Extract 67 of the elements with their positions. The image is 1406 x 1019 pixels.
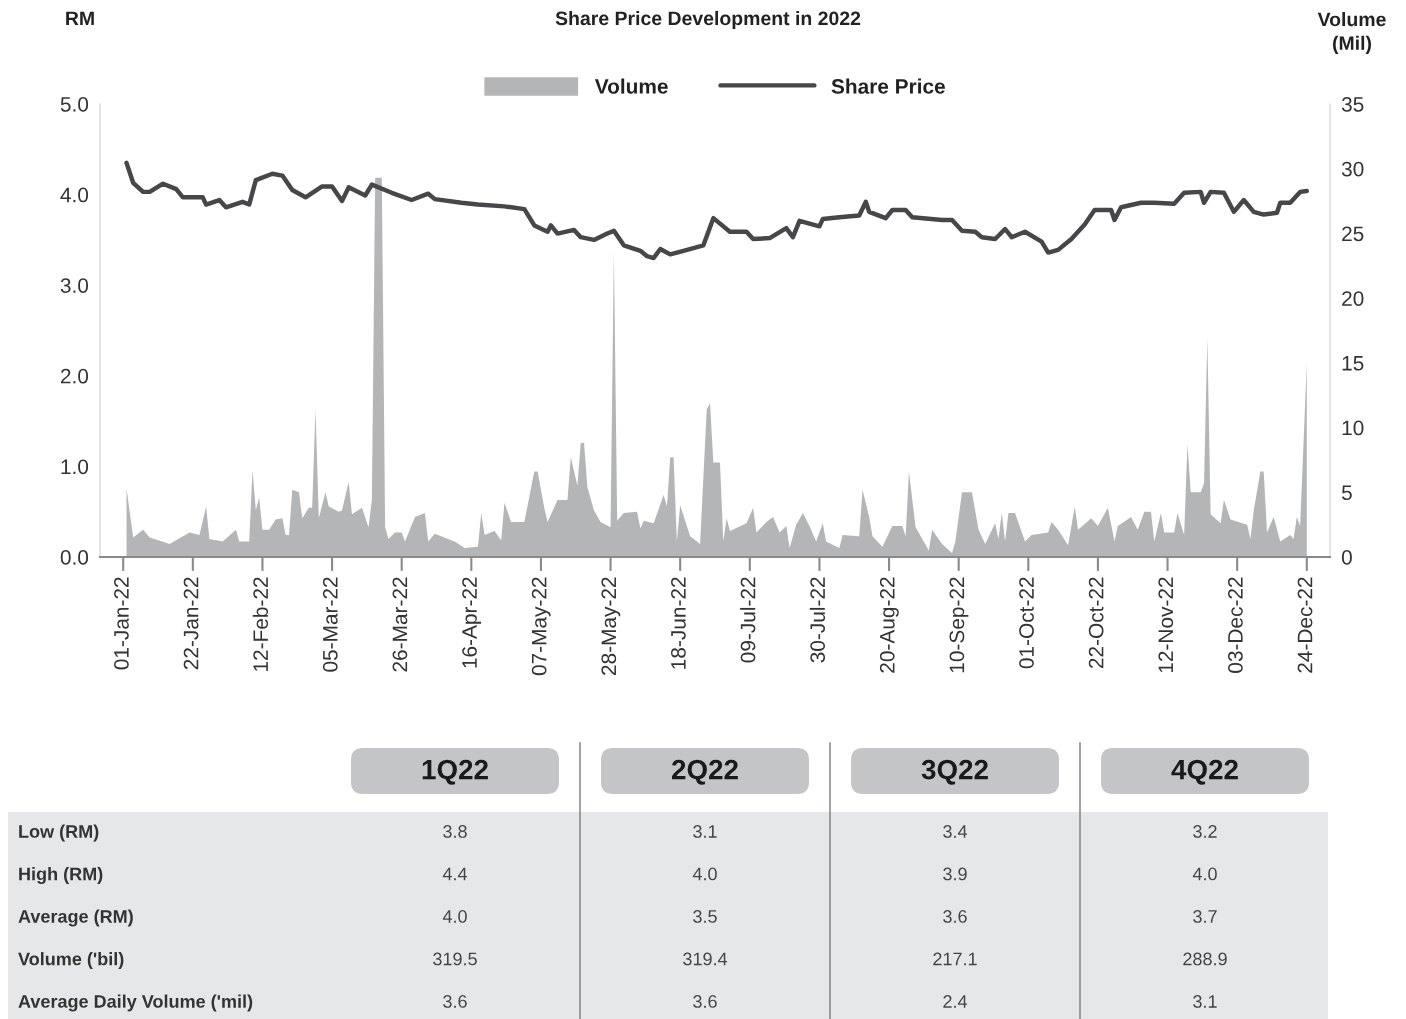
y2-axis-title: Volume (Mil)	[1317, 12, 1386, 54]
y-tick-label: 1.0	[61, 459, 89, 475]
y-tick-label: 0.0	[60, 550, 89, 565]
category-label: Volume ('bil)	[18, 952, 124, 969]
y-tick-label: 5.0	[60, 97, 89, 112]
category-label: 1Q22	[422, 759, 488, 785]
text: 3.4	[943, 825, 968, 838]
legend-label: Share Price	[831, 78, 945, 94]
text: 3.8	[443, 825, 467, 838]
x-tick-label: 22-Oct-22	[1088, 577, 1104, 669]
text: 2.4	[943, 995, 968, 1008]
text: 319.4	[683, 952, 728, 966]
text: 3.6	[943, 910, 967, 923]
x-tick-label: 10-Sep-22	[949, 577, 969, 673]
text: 4.0	[1192, 867, 1217, 881]
category-label: High (RM)	[19, 867, 103, 884]
x-tick-label: 09-Jul-22	[740, 577, 756, 663]
x-tick-label: 16-Apr-22	[462, 577, 482, 668]
text: 3.9	[943, 867, 967, 881]
text: 3.1	[693, 825, 717, 838]
text: 3.2	[1193, 825, 1217, 838]
x-tick-label: 12-Nov-22	[1158, 577, 1174, 673]
category-label: Average Daily Volume ('mil)	[18, 994, 253, 1012]
x-tick-label: 30-Jul-22	[809, 577, 826, 663]
x-tick-label: 20-Aug-22	[879, 577, 899, 673]
y2-tick-label: 25	[1342, 226, 1364, 242]
text: 4.0	[692, 867, 717, 881]
legend-label: Volume	[594, 78, 668, 94]
text: 3.7	[1193, 910, 1217, 923]
category-label: 4Q22	[1171, 759, 1238, 785]
y-tick-label: 4.0	[60, 187, 89, 203]
line-series	[124, 160, 1310, 261]
text: 3.6	[443, 995, 467, 1008]
x-tick-label: 05-Mar-22	[322, 577, 338, 672]
y-tick-label: 2.0	[60, 368, 89, 384]
text: 288.9	[1183, 952, 1227, 966]
category-label: Average (RM)	[18, 909, 133, 927]
x-tick-label: 03-Dec-22	[1228, 577, 1243, 673]
y-tick-label: 3.0	[60, 278, 89, 293]
text: 3.1	[1193, 995, 1217, 1008]
y-axis-title: RM	[66, 11, 94, 26]
text: 319.5	[433, 952, 477, 966]
y2-tick-label: 5	[1341, 485, 1352, 501]
x-tick-label: 07-May-22	[531, 577, 551, 676]
text: 4.4	[442, 867, 468, 881]
category-label: 2Q22	[671, 759, 738, 785]
x-tick-label: 18-Jun-22	[671, 577, 686, 669]
x-tick-label: 22-Jan-22	[183, 577, 199, 670]
y2-tick-label: 15	[1342, 356, 1364, 371]
x-tick-label: 01-Oct-22	[1019, 577, 1034, 669]
text: 3.6	[693, 995, 717, 1008]
chart-title: Share Price Development in 2022	[555, 10, 861, 30]
x-tick-label: 24-Dec-22	[1297, 577, 1313, 673]
text: 4.0	[442, 910, 467, 923]
x-tick-label: 26-Mar-22	[392, 577, 408, 672]
category-label: Low (RM)	[19, 824, 99, 842]
category-label: 3Q22	[921, 759, 988, 785]
x-tick-label: 28-May-22	[601, 577, 621, 675]
y2-tick-label: 10	[1342, 420, 1364, 436]
y2-tick-label: 35	[1341, 97, 1364, 112]
x-tick-label: 12-Feb-22	[252, 577, 269, 671]
text: 217.1	[933, 952, 977, 966]
text: 3.5	[693, 910, 717, 923]
y2-tick-label: 0	[1341, 550, 1352, 565]
y2-tick-label: 20	[1342, 291, 1364, 306]
y2-tick-label: 30	[1341, 161, 1364, 177]
x-tick-label: 01-Jan-22	[114, 577, 129, 670]
